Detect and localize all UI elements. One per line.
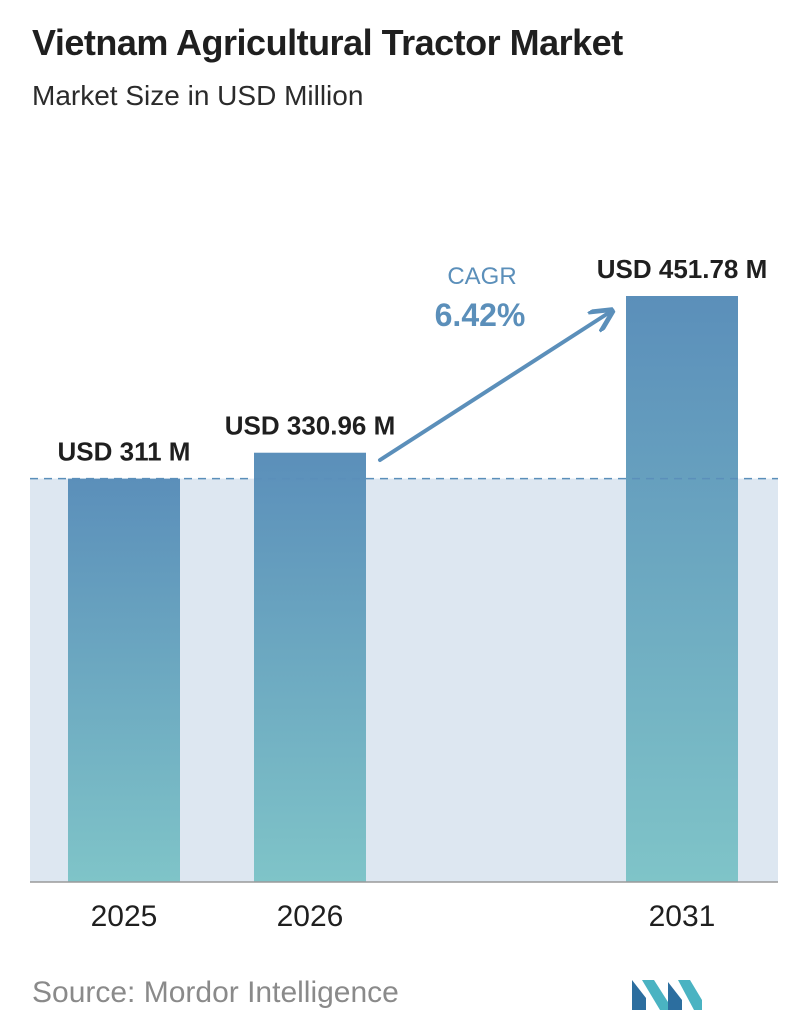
x-tick-2025: 2025 (91, 900, 158, 933)
mordor-intelligence-logo (632, 980, 702, 1010)
bar-chart: USD 311 M 2025 USD 330.96 M 2026 USD 451.78 … (30, 254, 778, 933)
chart-title: Vietnam Agricultural Tractor Market (32, 22, 623, 63)
data-label-2026: USD 330.96 M (225, 411, 396, 441)
cagr-label: CAGR (447, 263, 516, 290)
cagr-arrow (378, 312, 610, 462)
bar-2025 (68, 478, 180, 882)
x-tick-2031: 2031 (649, 900, 716, 933)
data-label-2025: USD 311 M (58, 437, 191, 467)
cagr-value: 6.42% (435, 297, 526, 333)
chart-subtitle: Market Size in USD Million (32, 80, 364, 111)
data-label-2031: USD 451.78 M (597, 254, 768, 284)
bar-2031 (626, 296, 738, 882)
x-tick-2026: 2026 (277, 900, 344, 933)
bar-2026 (254, 452, 366, 882)
source-text: Source: Mordor Intelligence (32, 976, 399, 1009)
